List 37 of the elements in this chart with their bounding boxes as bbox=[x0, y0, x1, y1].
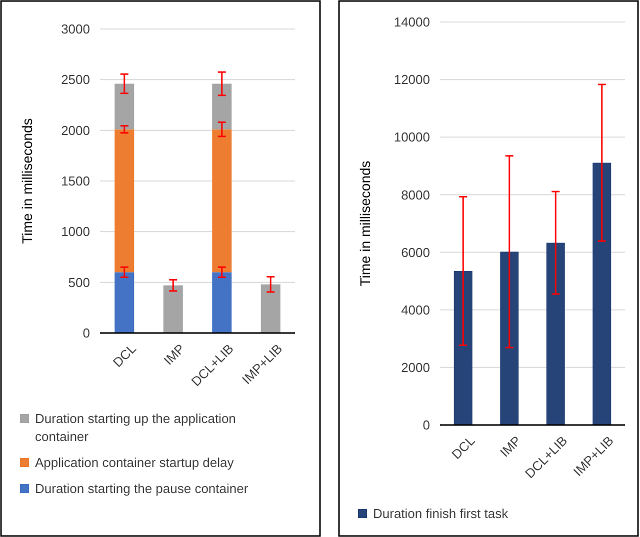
y-tick-label: 3000 bbox=[61, 22, 90, 37]
y-tick-label: 4000 bbox=[401, 302, 430, 318]
legend-label: Duration starting up the application container bbox=[35, 411, 236, 444]
y-tick-label: 12000 bbox=[394, 72, 430, 88]
y-tick-label: 0 bbox=[82, 326, 90, 341]
bar bbox=[163, 285, 183, 333]
bar bbox=[546, 242, 565, 425]
bar bbox=[212, 129, 232, 272]
x-tick-label: DCL bbox=[110, 340, 139, 370]
y-tick-label: 14000 bbox=[394, 14, 430, 30]
y-tick-label: 1000 bbox=[61, 224, 90, 240]
bar bbox=[212, 272, 232, 333]
x-tick-label: IMP bbox=[496, 432, 524, 460]
bar bbox=[500, 252, 519, 425]
x-tick-label: IMP bbox=[160, 340, 188, 368]
y-axis-title: Time in milliseconds bbox=[357, 160, 373, 286]
y-tick-label: 0 bbox=[422, 418, 430, 433]
bar bbox=[114, 272, 134, 333]
y-tick-label: 6000 bbox=[401, 244, 430, 260]
y-tick-label: 2000 bbox=[61, 122, 90, 138]
bar bbox=[592, 162, 612, 425]
legend-label: Application container startup delay bbox=[35, 455, 234, 470]
legend-label: Duration starting the pause container bbox=[35, 481, 249, 496]
bar bbox=[260, 284, 280, 333]
y-tick-label: 2000 bbox=[401, 360, 430, 375]
bar bbox=[212, 84, 232, 130]
x-tick-label: DCL bbox=[448, 432, 478, 462]
bar bbox=[454, 270, 472, 425]
y-tick-label: 8000 bbox=[401, 187, 430, 202]
y-tick-label: 2500 bbox=[61, 72, 90, 88]
legend-label: Duration finish first task bbox=[373, 506, 509, 521]
y-tick-label: 10000 bbox=[394, 130, 430, 145]
bar bbox=[114, 129, 134, 272]
bar bbox=[114, 84, 134, 130]
y-tick-label: 1500 bbox=[61, 174, 90, 189]
y-tick-label: 500 bbox=[68, 274, 90, 290]
y-axis-title: Time in milliseconds bbox=[19, 118, 35, 244]
